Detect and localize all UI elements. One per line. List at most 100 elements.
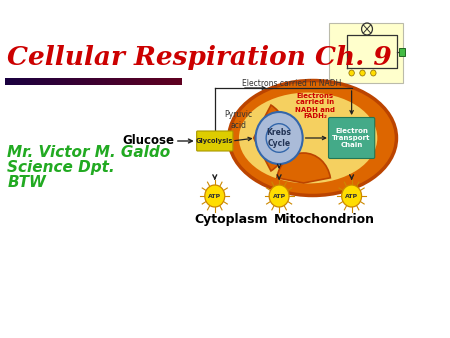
Bar: [93, 78, 95, 85]
Bar: [160, 78, 162, 85]
Text: Mitochondrion: Mitochondrion: [274, 213, 375, 226]
Bar: [135, 78, 138, 85]
Text: Pyruvic
acid: Pyruvic acid: [224, 110, 252, 130]
Bar: [167, 78, 169, 85]
Bar: [155, 78, 157, 85]
Bar: [35, 78, 37, 85]
Bar: [107, 78, 109, 85]
Text: Glucose: Glucose: [122, 135, 174, 147]
Text: Electrons
carried in
NADH and
FADH₂: Electrons carried in NADH and FADH₂: [295, 93, 335, 120]
Bar: [399, 48, 405, 56]
Bar: [178, 78, 180, 85]
Bar: [163, 78, 166, 85]
Bar: [75, 78, 77, 85]
Bar: [116, 78, 118, 85]
Bar: [61, 78, 63, 85]
Bar: [126, 78, 129, 85]
FancyBboxPatch shape: [329, 23, 403, 83]
Bar: [14, 78, 16, 85]
Bar: [47, 78, 49, 85]
Bar: [27, 78, 30, 85]
FancyBboxPatch shape: [328, 118, 375, 159]
Bar: [65, 78, 67, 85]
Bar: [100, 78, 102, 85]
Bar: [105, 78, 108, 85]
Circle shape: [256, 112, 303, 164]
Bar: [72, 78, 74, 85]
Bar: [70, 78, 72, 85]
Circle shape: [342, 185, 362, 207]
Bar: [90, 78, 91, 85]
FancyBboxPatch shape: [197, 131, 233, 151]
Bar: [15, 78, 18, 85]
Text: ATP: ATP: [345, 193, 358, 198]
Circle shape: [349, 70, 354, 76]
Bar: [54, 78, 56, 85]
Bar: [43, 78, 45, 85]
Bar: [31, 78, 33, 85]
Circle shape: [360, 70, 365, 76]
Bar: [130, 78, 132, 85]
Bar: [117, 78, 120, 85]
Text: ATP: ATP: [273, 193, 286, 198]
Text: Science Dpt.: Science Dpt.: [7, 160, 115, 175]
Bar: [4, 78, 7, 85]
Bar: [112, 78, 115, 85]
Bar: [20, 78, 22, 85]
Wedge shape: [254, 105, 288, 171]
Bar: [162, 78, 164, 85]
Text: Krebs
Cycle: Krebs Cycle: [267, 128, 292, 148]
Text: Electrons carried in NADH: Electrons carried in NADH: [242, 79, 342, 88]
Bar: [151, 78, 153, 85]
Bar: [22, 78, 24, 85]
Bar: [77, 78, 79, 85]
Bar: [176, 78, 178, 85]
Bar: [165, 78, 167, 85]
Bar: [24, 78, 26, 85]
Bar: [172, 78, 175, 85]
Bar: [67, 78, 68, 85]
Bar: [81, 78, 83, 85]
Bar: [6, 78, 9, 85]
Bar: [10, 78, 12, 85]
Bar: [68, 78, 70, 85]
Bar: [171, 78, 173, 85]
Bar: [94, 78, 97, 85]
Bar: [128, 78, 130, 85]
Bar: [153, 78, 155, 85]
Text: Mr. Victor M. Galdo: Mr. Victor M. Galdo: [7, 145, 171, 160]
Bar: [45, 78, 47, 85]
Bar: [38, 78, 40, 85]
Ellipse shape: [238, 92, 378, 185]
Circle shape: [371, 70, 376, 76]
Bar: [91, 78, 93, 85]
Bar: [157, 78, 159, 85]
Bar: [73, 78, 76, 85]
Bar: [125, 78, 127, 85]
Bar: [123, 78, 125, 85]
Bar: [180, 78, 182, 85]
Bar: [146, 78, 148, 85]
Bar: [49, 78, 51, 85]
Bar: [63, 78, 65, 85]
Bar: [33, 78, 35, 85]
Text: ATP: ATP: [208, 193, 221, 198]
Bar: [96, 78, 99, 85]
Bar: [169, 78, 171, 85]
Bar: [82, 78, 85, 85]
Circle shape: [269, 185, 289, 207]
Bar: [148, 78, 150, 85]
Bar: [52, 78, 54, 85]
Bar: [36, 78, 39, 85]
Bar: [144, 78, 146, 85]
Bar: [174, 78, 176, 85]
Bar: [102, 78, 104, 85]
Bar: [158, 78, 161, 85]
Bar: [40, 78, 42, 85]
Bar: [149, 78, 152, 85]
Bar: [111, 78, 113, 85]
Bar: [137, 78, 140, 85]
Circle shape: [205, 185, 225, 207]
Text: Cellular Respiration Ch. 9: Cellular Respiration Ch. 9: [7, 45, 392, 70]
Bar: [58, 78, 60, 85]
